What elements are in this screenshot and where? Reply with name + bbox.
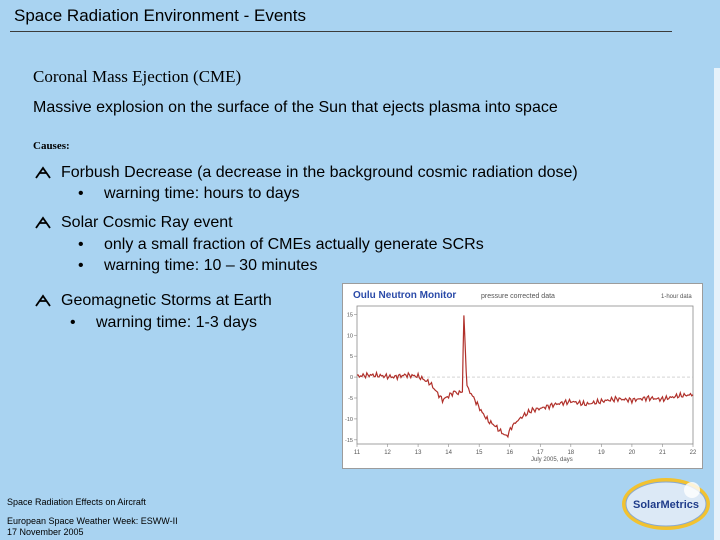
y-tick-label: -15 <box>345 438 353 444</box>
chart-svg: Oulu Neutron Monitor pressure corrected … <box>345 290 697 463</box>
x-tick-label: 15 <box>476 450 483 456</box>
chart-subtitle: pressure corrected data <box>481 293 555 300</box>
bullet-dot: • <box>78 257 84 274</box>
solarmetrics-logo: SolarMetrics <box>622 478 710 530</box>
neutron-monitor-chart: Oulu Neutron Monitor pressure corrected … <box>342 283 703 469</box>
x-tick-label: 18 <box>567 450 574 456</box>
x-tick-label: 21 <box>659 450 666 456</box>
footer-line-3: 17 November 2005 <box>7 527 84 537</box>
sub-item: • warning time: 1-3 days <box>70 314 257 332</box>
causes-label: Causes: <box>33 140 70 152</box>
x-tick-label: 19 <box>598 450 605 456</box>
bullet-dot: • <box>70 314 76 331</box>
series-line <box>357 315 694 439</box>
bullet-dot: • <box>78 185 84 202</box>
cause-label: Forbush Decrease (a decrease in the back… <box>61 164 578 181</box>
logo-text: SolarMetrics <box>633 499 699 511</box>
footer-line-2: European Space Weather Week: ESWW-II <box>7 516 178 526</box>
title-divider <box>10 31 672 32</box>
x-tick-label: 12 <box>384 450 391 456</box>
cause-item-forbush: Forbush Decrease (a decrease in the back… <box>33 164 578 182</box>
x-tick-label: 20 <box>629 450 636 456</box>
airplane-icon <box>35 166 51 179</box>
airplane-icon <box>35 216 51 229</box>
chart-resolution: 1-hour data <box>661 294 692 300</box>
x-tick-label: 17 <box>537 450 544 456</box>
chart-ticks: 11 12 13 14 15 16 17 18 19 20 21 22 5 0 -5 -10 -15 15 10 <box>345 312 697 456</box>
cme-heading: Coronal Mass Ejection (CME) <box>33 67 242 86</box>
sub-item-text: warning time: 1-3 days <box>96 314 257 331</box>
sub-item: • warning time: 10 – 30 minutes <box>78 257 317 275</box>
x-tick-label: 13 <box>415 450 422 456</box>
x-tick-label: 22 <box>690 450 697 456</box>
sub-item-text: warning time: hours to days <box>104 185 300 202</box>
cause-item-geomagnetic: Geomagnetic Storms at Earth <box>33 292 272 310</box>
airplane-icon <box>35 294 51 307</box>
bullet-dot: • <box>78 236 84 253</box>
footer-line-1: Space Radiation Effects on Aircraft <box>7 497 146 507</box>
cme-description: Massive explosion on the surface of the … <box>33 99 558 116</box>
y-tick-label: 15 <box>347 312 353 318</box>
sub-item-text: only a small fraction of CMEs actually g… <box>104 236 484 253</box>
cause-label: Geomagnetic Storms at Earth <box>61 292 272 309</box>
chart-title: Oulu Neutron Monitor <box>353 290 456 301</box>
y-tick-label: 5 <box>350 354 353 360</box>
sub-item-text: warning time: 10 – 30 minutes <box>104 257 318 274</box>
cause-label: Solar Cosmic Ray event <box>61 214 233 231</box>
cause-item-scr: Solar Cosmic Ray event <box>33 214 233 232</box>
y-tick-label: 10 <box>347 333 353 339</box>
y-tick-label: 0 <box>350 375 353 381</box>
chart-xlabel: July 2005, days <box>531 457 573 463</box>
y-tick-label: -10 <box>345 417 353 423</box>
sub-item: • warning time: hours to days <box>78 185 300 203</box>
y-tick-label: -5 <box>348 396 353 402</box>
slide-title: Space Radiation Environment - Events <box>14 6 306 25</box>
x-tick-label: 14 <box>445 450 452 456</box>
edge-strip <box>714 68 720 540</box>
x-tick-label: 11 <box>354 450 361 456</box>
x-tick-label: 16 <box>506 450 513 456</box>
sub-item: • only a small fraction of CMEs actually… <box>78 236 484 254</box>
